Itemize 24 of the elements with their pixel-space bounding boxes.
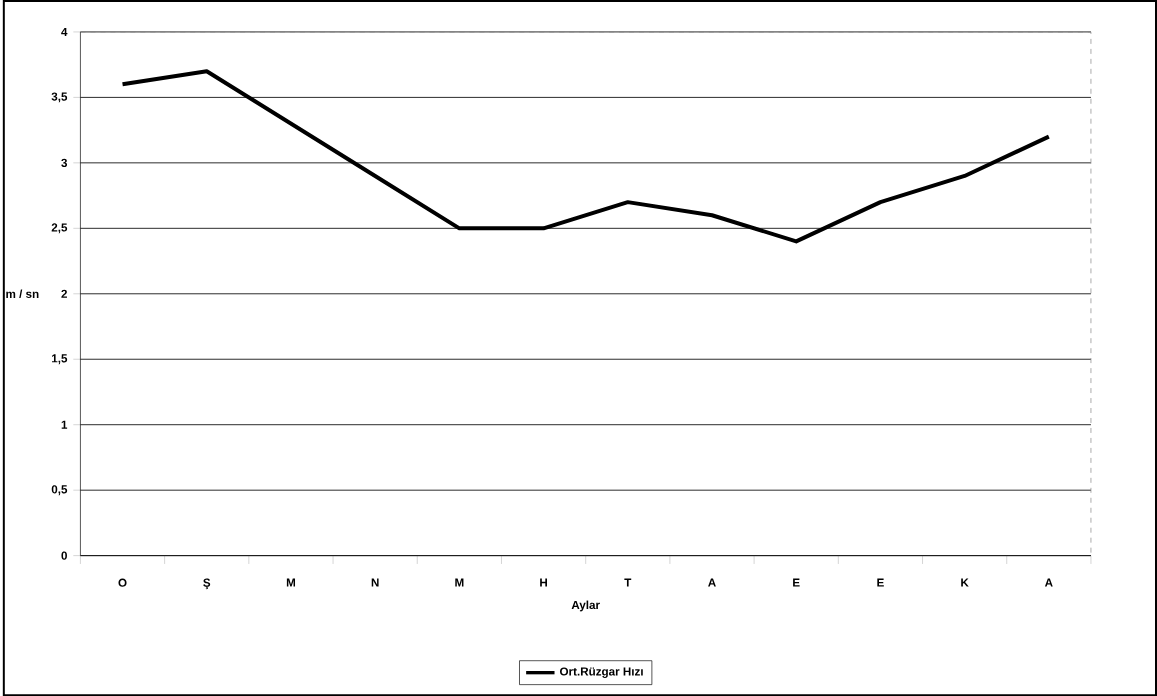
x-tick-label: K [961,578,969,587]
x-tick-label: M [455,578,464,587]
x-tick-label: H [540,578,547,587]
y-tick-label: 1 [61,420,68,429]
x-axis-title: Aylar [571,600,600,612]
x-tick-label: N [371,578,379,587]
x-tick-label: E [793,578,800,587]
y-tick-label: 3 [61,158,68,167]
x-tick-label: T [624,578,632,587]
x-tick-label: A [708,578,716,587]
y-tick-label: 2,5 [51,223,68,234]
y-tick-label: 0 [61,551,67,560]
y-axis-title: m / sn [6,289,39,298]
y-tick-label: 4 [61,27,68,36]
y-tick-label: 2 [61,289,67,298]
legend-label: Ort.Rüzgar Hızı [559,667,643,678]
y-tick-label: 3,5 [51,92,68,103]
x-tick-label: E [877,578,884,587]
x-tick-label: A [1044,578,1053,587]
x-tick-label: M [286,578,296,587]
x-tick-label: O [118,578,127,587]
y-tick-label: 0,5 [51,485,68,495]
y-tick-label: 1,5 [52,354,68,365]
x-tick-label: Ş [203,578,211,589]
